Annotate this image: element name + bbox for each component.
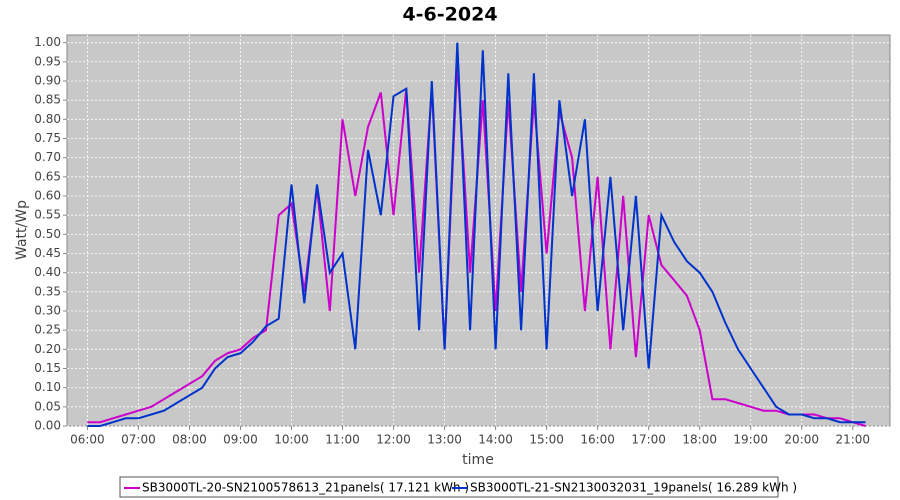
x-tick-label: 11:00 [325, 433, 360, 447]
y-tick-label: 0.70 [34, 150, 61, 164]
plot-area [66, 34, 891, 427]
legend-label: SB3000TL-21-SN2130032031_19panels( 16.28… [470, 481, 797, 495]
y-tick-label: 0.65 [34, 169, 61, 183]
y-tick-label: 0.75 [34, 131, 61, 145]
y-tick-label: 0.85 [34, 93, 61, 107]
y-tick-label: 0.10 [34, 380, 61, 394]
y-tick-label: 1.00 [34, 35, 61, 49]
x-tick-label: 10:00 [274, 433, 309, 447]
y-tick-label: 0.25 [34, 323, 61, 337]
chart-title: 4-6-2024 [402, 4, 497, 26]
x-tick-label: 14:00 [478, 433, 513, 447]
y-tick-label: 0.35 [34, 284, 61, 298]
x-tick-label: 19:00 [733, 433, 768, 447]
y-tick-label: 0.45 [34, 246, 61, 260]
y-axis-label: Watt/Wp [14, 200, 30, 260]
legend-label: SB3000TL-20-SN2100578613_21panels( 17.12… [142, 481, 469, 495]
y-tick-label: 0.60 [34, 189, 61, 203]
y-tick-label: 0.50 [34, 227, 61, 241]
x-tick-label: 20:00 [784, 433, 819, 447]
x-tick-label: 16:00 [580, 433, 615, 447]
y-tick-label: 0.80 [34, 112, 61, 126]
y-tick-label: 0.00 [34, 419, 61, 433]
x-tick-label: 12:00 [376, 433, 411, 447]
x-tick-label: 15:00 [529, 433, 564, 447]
y-tick-label: 0.40 [34, 265, 61, 279]
x-tick-label: 08:00 [172, 433, 207, 447]
x-tick-label: 06:00 [70, 433, 105, 447]
x-tick-label: 21:00 [835, 433, 870, 447]
y-tick-label: 0.55 [34, 208, 61, 222]
y-tick-label: 0.15 [34, 361, 61, 375]
y-tick-label: 0.30 [34, 304, 61, 318]
x-tick-label: 09:00 [223, 433, 258, 447]
x-tick-label: 07:00 [121, 433, 156, 447]
y-tick-label: 0.05 [34, 399, 61, 413]
x-tick-label: 13:00 [427, 433, 462, 447]
y-tick-label: 0.20 [34, 342, 61, 356]
x-tick-label: 18:00 [682, 433, 717, 447]
y-tick-label: 0.95 [34, 54, 61, 68]
legend [119, 476, 779, 498]
x-tick-label: 17:00 [631, 433, 666, 447]
y-tick-label: 0.90 [34, 74, 61, 88]
x-axis-label: time [462, 452, 494, 468]
series-line [87, 42, 866, 427]
